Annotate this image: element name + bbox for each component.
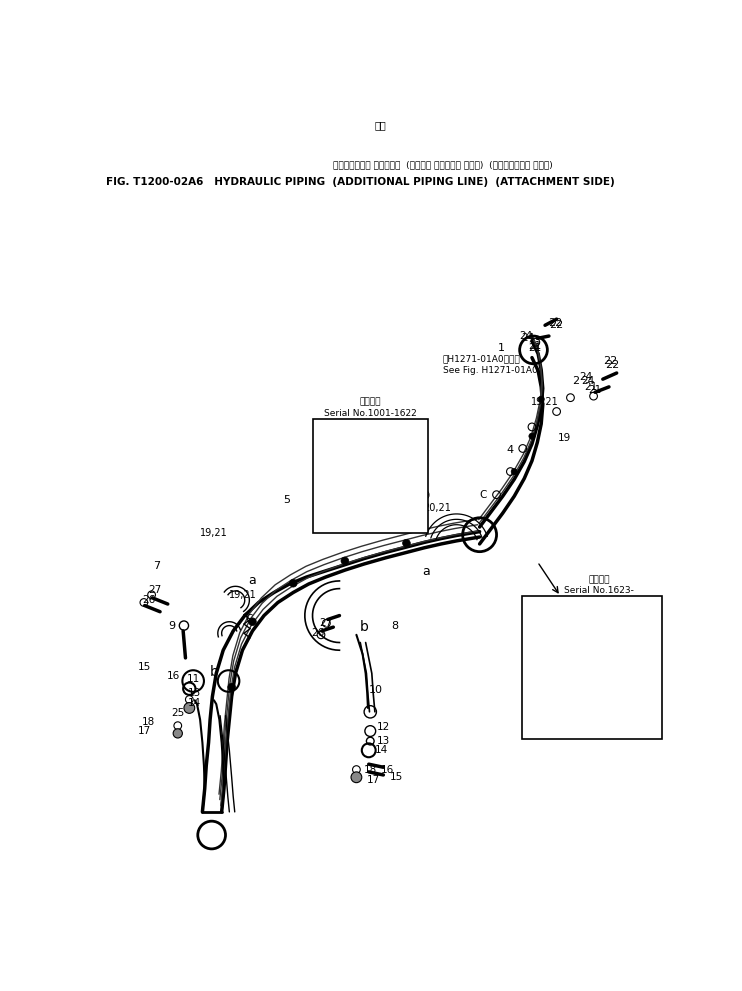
Text: 5: 5 xyxy=(536,668,542,678)
Text: 27: 27 xyxy=(319,618,332,628)
Text: 第H1271-01A0図参照: 第H1271-01A0図参照 xyxy=(443,355,520,364)
Circle shape xyxy=(173,728,183,738)
Text: 20,21: 20,21 xyxy=(608,672,636,682)
Text: 15: 15 xyxy=(138,662,151,672)
Text: 23: 23 xyxy=(616,641,628,651)
Text: 26: 26 xyxy=(312,628,324,638)
Text: 適用号簿: 適用号簿 xyxy=(360,397,381,406)
Text: 19,21: 19,21 xyxy=(531,397,559,407)
Text: 1: 1 xyxy=(498,343,505,354)
Circle shape xyxy=(341,557,349,565)
Text: 16: 16 xyxy=(381,765,394,775)
Text: 21: 21 xyxy=(323,484,336,494)
Text: 22: 22 xyxy=(550,320,564,330)
Text: FIG. T1200-02A6   HYDRAULIC PIPING  (ADDITIONAL PIPING LINE)  (ATTACHMENT SIDE): FIG. T1200-02A6 HYDRAULIC PIPING (ADDITI… xyxy=(106,177,615,187)
Text: 25: 25 xyxy=(171,709,185,718)
Circle shape xyxy=(403,539,410,547)
Circle shape xyxy=(289,580,297,587)
Text: 22: 22 xyxy=(603,357,617,367)
Text: 21: 21 xyxy=(616,612,628,623)
Text: 13: 13 xyxy=(188,688,201,698)
Text: 2: 2 xyxy=(572,376,580,385)
Text: 20,21: 20,21 xyxy=(424,502,451,512)
Text: 7: 7 xyxy=(153,561,160,571)
Text: 20: 20 xyxy=(333,510,346,520)
Text: 5: 5 xyxy=(283,496,291,505)
Text: 21: 21 xyxy=(528,341,542,351)
Text: 22: 22 xyxy=(548,318,562,328)
Text: 14: 14 xyxy=(188,698,201,708)
Text: 25: 25 xyxy=(532,641,545,651)
Text: 22: 22 xyxy=(605,361,619,371)
Text: 20: 20 xyxy=(532,696,545,706)
Text: Serial No.1623-: Serial No.1623- xyxy=(564,586,634,595)
Text: C: C xyxy=(480,490,487,499)
Circle shape xyxy=(511,469,517,475)
Text: 18: 18 xyxy=(142,716,155,726)
Text: 27: 27 xyxy=(148,585,161,596)
Text: b: b xyxy=(360,620,369,634)
Text: 19: 19 xyxy=(558,433,571,443)
Text: 3: 3 xyxy=(376,430,383,440)
Text: 19,21: 19,21 xyxy=(200,528,228,538)
Text: 16: 16 xyxy=(167,671,180,682)
Text: 19: 19 xyxy=(418,492,431,501)
Text: 23: 23 xyxy=(532,612,545,623)
Circle shape xyxy=(249,617,256,625)
Text: a: a xyxy=(422,565,430,578)
Circle shape xyxy=(228,684,235,691)
Text: 24: 24 xyxy=(580,372,593,382)
Text: 21: 21 xyxy=(588,385,602,395)
Text: 24: 24 xyxy=(522,333,535,343)
Text: 24: 24 xyxy=(581,376,594,385)
Text: 8: 8 xyxy=(391,620,398,630)
Circle shape xyxy=(529,433,535,439)
Text: ハイドロリック パイピング  (アクセス パイピング ライン)  (アタッチメント サイド): ハイドロリック パイピング (アクセス パイピング ライン) (アタッチメント … xyxy=(333,161,553,169)
Text: 17: 17 xyxy=(367,775,380,785)
Text: 23: 23 xyxy=(323,431,336,441)
Text: 21: 21 xyxy=(585,382,598,391)
Text: 13: 13 xyxy=(377,736,390,746)
Text: See Fig. H1271-01A0: See Fig. H1271-01A0 xyxy=(443,367,537,376)
Circle shape xyxy=(351,772,362,783)
Text: 15: 15 xyxy=(390,772,403,782)
Text: 21: 21 xyxy=(528,343,542,354)
Text: b: b xyxy=(209,665,218,679)
Text: 4: 4 xyxy=(507,445,514,455)
Text: 18: 18 xyxy=(364,765,377,775)
Text: 適用号簿: 適用号簿 xyxy=(588,575,610,584)
Bar xyxy=(522,597,662,738)
Text: 9: 9 xyxy=(168,620,175,630)
Text: 12: 12 xyxy=(377,722,390,732)
Text: 24: 24 xyxy=(519,331,533,341)
Text: 11: 11 xyxy=(186,675,200,685)
Text: 25: 25 xyxy=(323,457,336,467)
Text: 19,21: 19,21 xyxy=(229,590,256,600)
Text: C: C xyxy=(245,614,252,624)
Text: 14: 14 xyxy=(375,745,389,755)
Text: a: a xyxy=(249,575,256,588)
Text: Serial No.1001-1622: Serial No.1001-1622 xyxy=(324,408,417,417)
Text: 第・: 第・ xyxy=(375,120,386,130)
Bar xyxy=(312,419,428,533)
Circle shape xyxy=(184,703,194,714)
Text: 17: 17 xyxy=(138,726,151,736)
Text: 6: 6 xyxy=(619,699,625,710)
Text: 10: 10 xyxy=(369,685,383,696)
Circle shape xyxy=(538,396,545,402)
Text: 26: 26 xyxy=(142,596,155,606)
Text: 25: 25 xyxy=(616,624,628,634)
Text: 6: 6 xyxy=(392,506,398,516)
